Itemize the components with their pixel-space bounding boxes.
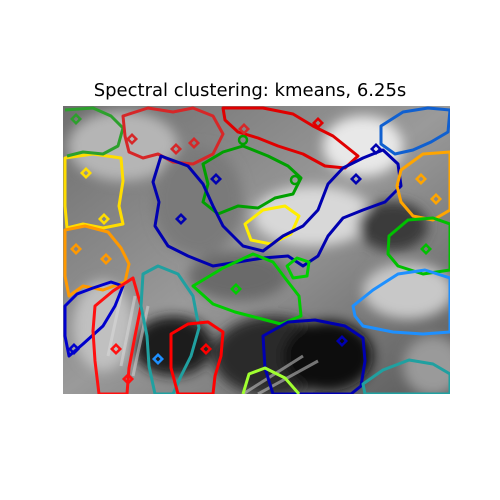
segment-fragments bbox=[67, 112, 443, 386]
segment-red-centerbottom bbox=[169, 320, 225, 394]
segment-red-top bbox=[121, 106, 225, 166]
segment-teal-bottomright bbox=[361, 358, 450, 394]
segment-orange-right bbox=[395, 150, 450, 222]
segment-green-centerbottom bbox=[191, 252, 303, 326]
segment-darkblue-bottom bbox=[261, 318, 367, 394]
segment-yellowgreen-bottom bbox=[241, 366, 301, 394]
segment-green-blob bbox=[285, 256, 311, 280]
segment-green-center bbox=[201, 144, 303, 216]
segment-contours bbox=[63, 106, 450, 394]
segment-darkblue-center bbox=[151, 148, 403, 268]
segmented-image-plot bbox=[63, 106, 450, 394]
segment-green-right bbox=[386, 216, 450, 276]
figure-title: Spectral clustering: kmeans, 6.25s bbox=[93, 80, 407, 101]
segment-teal-middle bbox=[139, 264, 201, 394]
segment-red-top-right bbox=[221, 106, 360, 170]
segment-yellow bbox=[63, 152, 125, 230]
segment-blue-topright bbox=[379, 106, 450, 156]
segment-blue-leftbottom bbox=[63, 280, 125, 358]
segment-lightblue-right bbox=[351, 268, 450, 336]
segment-green-topleft bbox=[64, 106, 125, 158]
segment-yellow-center bbox=[243, 204, 301, 246]
segment-red-left bbox=[91, 276, 143, 394]
